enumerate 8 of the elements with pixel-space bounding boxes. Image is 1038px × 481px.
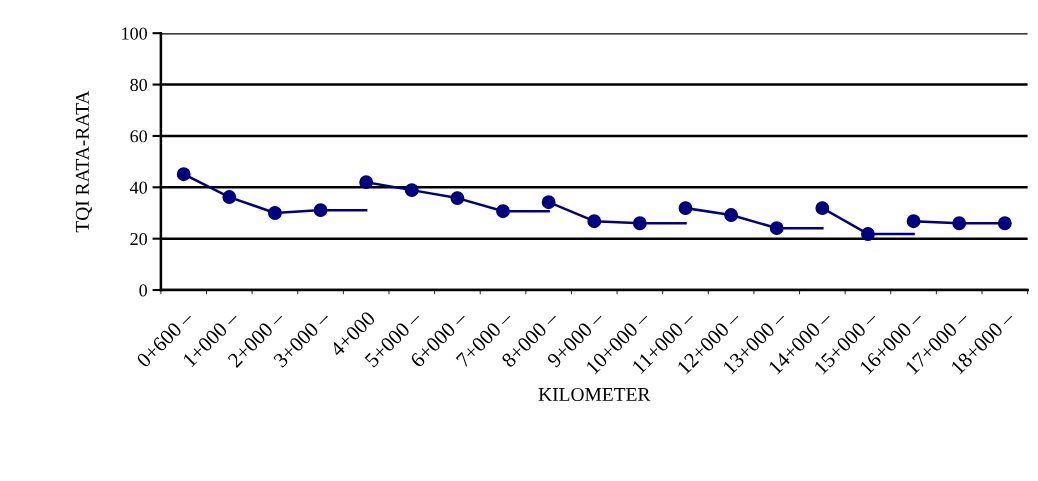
x-axis-title: KILOMETER — [538, 387, 651, 402]
y-tick-label: 60 — [130, 130, 148, 143]
y-tick-label: 20 — [130, 232, 148, 246]
y-tick-label: 100 — [122, 27, 148, 40]
y-tick-label: 40 — [129, 181, 148, 194]
y-tick-label: 80 — [130, 78, 148, 91]
y-tick-label: 0 — [139, 284, 148, 297]
y-axis-title: TQI RATA-RATA — [75, 90, 92, 233]
